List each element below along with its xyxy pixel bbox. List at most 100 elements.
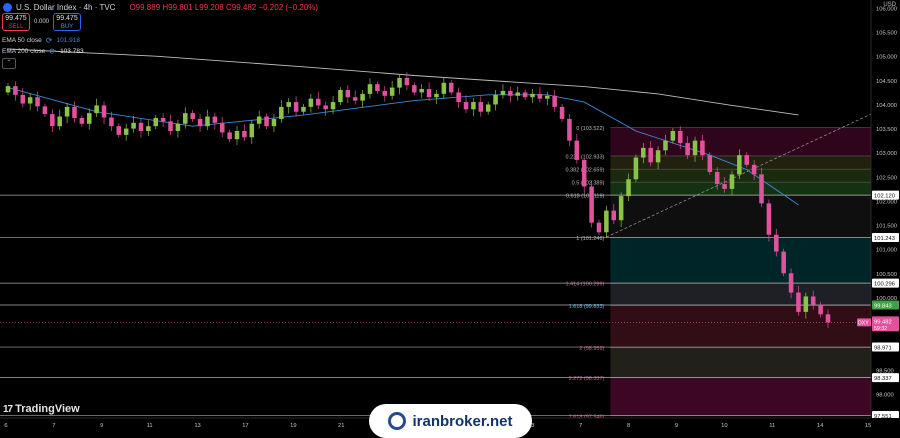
x-tick-label: 14 bbox=[817, 423, 824, 429]
candle bbox=[589, 180, 594, 228]
candle-body bbox=[448, 82, 454, 93]
buy-label: BUY bbox=[60, 24, 74, 30]
candle-body bbox=[508, 90, 513, 96]
candle bbox=[389, 80, 395, 100]
candle-body bbox=[256, 116, 262, 124]
candle-body bbox=[471, 102, 476, 110]
y-tick-label: 102.000 bbox=[876, 199, 897, 205]
symbol-tag-bg bbox=[857, 318, 871, 327]
candle-body bbox=[441, 82, 447, 94]
candle-body bbox=[279, 106, 284, 119]
candle-body bbox=[463, 102, 469, 110]
y-tick-label: 101.000 bbox=[876, 248, 897, 254]
candle-body bbox=[27, 97, 33, 104]
candle-body bbox=[5, 86, 11, 93]
candle-body bbox=[485, 104, 491, 112]
candle-body bbox=[389, 87, 395, 96]
indicator-ema200[interactable]: EMA 200 close ⟳ 103.783 bbox=[2, 47, 84, 56]
candle-body bbox=[35, 97, 40, 107]
candle bbox=[20, 88, 26, 108]
candle bbox=[160, 113, 166, 128]
sell-button[interactable]: 99.475 SELL bbox=[2, 13, 30, 31]
fib-level-label: 0.618 (102.119) bbox=[566, 194, 605, 200]
candle-body bbox=[404, 77, 410, 86]
candle bbox=[434, 90, 439, 104]
sell-price: 99.475 bbox=[5, 15, 27, 22]
indicator-ema50[interactable]: EMA 50 close ⟳ 101.918 bbox=[2, 36, 80, 45]
fib-zone bbox=[610, 195, 871, 238]
candle bbox=[737, 149, 742, 180]
candle bbox=[13, 81, 18, 101]
candle bbox=[367, 78, 373, 99]
candle-body bbox=[759, 174, 764, 204]
y-tick-label: 102.500 bbox=[876, 175, 897, 181]
candle-body bbox=[530, 93, 535, 98]
candle-body bbox=[633, 157, 639, 180]
logo-text: TradingView bbox=[15, 403, 80, 415]
candle bbox=[788, 268, 794, 299]
candle bbox=[729, 170, 735, 196]
indicator-value: 103.783 bbox=[60, 48, 84, 55]
x-tick-label: 9 bbox=[100, 423, 103, 429]
fib-level-label: 1.618 (99.833) bbox=[569, 304, 605, 310]
candle-body bbox=[670, 131, 676, 141]
y-tick-label: 104.000 bbox=[876, 103, 897, 109]
candle bbox=[456, 87, 461, 108]
candle bbox=[633, 154, 639, 183]
chart-header: U.S. Dollar Index · 4h · TVC O99.889 H99… bbox=[0, 0, 318, 14]
candle-body bbox=[596, 222, 602, 233]
candle bbox=[626, 173, 631, 201]
candle bbox=[271, 114, 277, 132]
candle-body bbox=[751, 164, 757, 175]
price-tag-bg bbox=[872, 300, 899, 310]
price-tag-label: 98.337 bbox=[874, 376, 892, 382]
candle bbox=[545, 91, 550, 106]
candle-body bbox=[803, 296, 809, 312]
tradingview-logo-icon: 17 bbox=[3, 403, 13, 415]
candle bbox=[611, 203, 617, 225]
candle bbox=[692, 136, 698, 162]
candle-body bbox=[345, 90, 351, 98]
x-tick-label: 8 bbox=[627, 423, 630, 429]
indicator-label: EMA 200 close bbox=[2, 48, 46, 55]
candle bbox=[508, 87, 513, 103]
symbol-title[interactable]: U.S. Dollar Index · 4h · TVC bbox=[16, 2, 116, 12]
candle bbox=[301, 103, 306, 115]
candle-body bbox=[714, 172, 720, 185]
candle-body bbox=[655, 150, 661, 163]
candle-body bbox=[426, 89, 432, 98]
candle-body bbox=[123, 128, 129, 135]
y-tick-label: 100.500 bbox=[876, 272, 897, 278]
candle bbox=[338, 87, 343, 105]
x-tick-label: 7 bbox=[52, 423, 55, 429]
x-tick-label: 3 bbox=[531, 423, 534, 429]
x-tick-label: 13 bbox=[194, 423, 200, 429]
collapse-indicators-button[interactable]: ⌃ bbox=[2, 58, 16, 69]
price-tag-label: 98.971 bbox=[874, 345, 892, 351]
candle bbox=[596, 219, 602, 236]
price-tag-bg bbox=[872, 190, 899, 200]
candle-body bbox=[79, 117, 85, 124]
x-tick-label: 21 bbox=[338, 423, 344, 429]
candle-body bbox=[352, 97, 358, 101]
candle-body bbox=[574, 140, 580, 160]
buy-button[interactable]: 99.475 BUY bbox=[53, 13, 82, 31]
candle bbox=[42, 103, 48, 118]
fib-level-label: 2.618 (97.546) bbox=[569, 414, 605, 420]
candle-body bbox=[382, 90, 388, 96]
candle bbox=[803, 292, 809, 319]
candle-body bbox=[360, 93, 365, 101]
indicator-value: 101.918 bbox=[56, 37, 80, 44]
candle-body bbox=[729, 174, 735, 189]
spread-value: 0.000 bbox=[34, 19, 50, 25]
candle bbox=[286, 98, 291, 114]
candle-body bbox=[419, 89, 424, 93]
globe-icon bbox=[388, 412, 407, 430]
price-tag-bg bbox=[872, 342, 899, 352]
currency-label[interactable]: USD bbox=[883, 2, 896, 8]
candle-body bbox=[101, 105, 107, 118]
candle-body bbox=[537, 93, 543, 99]
candle-body bbox=[249, 123, 255, 138]
price-tag: 102.120 bbox=[872, 190, 899, 200]
